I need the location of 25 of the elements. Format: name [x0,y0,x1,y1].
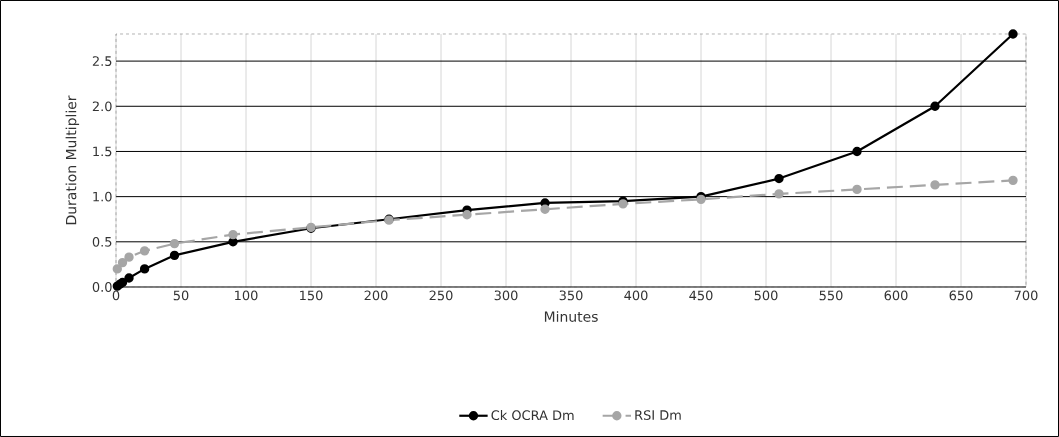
x-tick-label: 450 [689,290,713,301]
x-tick-label: 500 [754,290,778,301]
x-tick-label: 550 [819,290,843,301]
x-tick-label: 300 [494,290,518,301]
x-tick-label: 250 [429,290,453,301]
y-tick-label: 0.5 [92,236,112,247]
legend-label: Ck OCRA Dm [491,410,574,421]
x-tick-label: 100 [235,290,258,301]
x-axis-title: Minutes [544,311,598,322]
x-tick-label: 700 [1014,290,1038,301]
y-axis-title: Duration Multiplier [65,95,80,225]
y-tick-label: 2.0 [92,101,112,112]
x-tick-label: 650 [949,290,973,301]
x-tick-label: 350 [559,290,583,301]
x-tick-label: 400 [624,290,648,301]
y-tick-label: 1.5 [93,146,112,157]
x-tick-label: 50 [173,290,189,301]
x-tick-label: 150 [300,290,323,301]
x-tick-label: 600 [884,290,908,301]
y-tick-label: 0.0 [92,282,112,292]
legend-label: RSI Dm [635,410,681,420]
y-tick-label: 1.0 [93,191,112,202]
y-tick-label: 2.5 [92,56,112,66]
x-tick-label: 200 [364,290,388,301]
x-tick-label: 0 [112,290,120,301]
